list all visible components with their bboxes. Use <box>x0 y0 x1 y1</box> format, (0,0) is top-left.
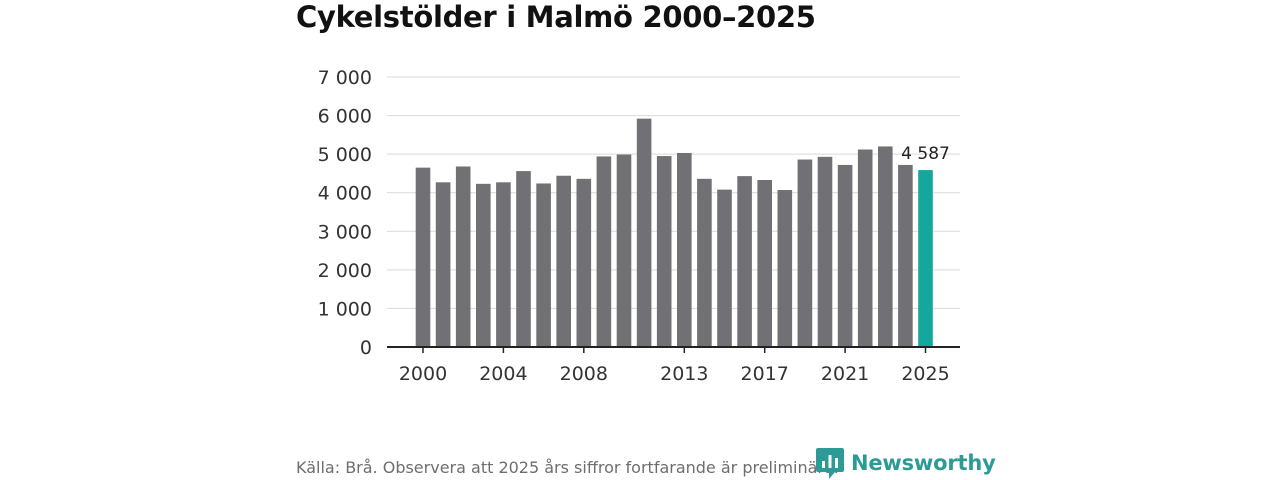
bar-2008 <box>576 178 592 347</box>
y-tick-label: 2 000 <box>318 260 372 282</box>
bar-2005 <box>516 171 531 347</box>
bar-2010 <box>616 154 632 347</box>
gridlines <box>387 76 960 309</box>
chart-title: Cykelstölder i Malmö 2000–2025 <box>296 0 816 34</box>
bar-2013 <box>677 152 692 347</box>
bar-2002 <box>455 166 471 347</box>
y-axis-tick-labels: 0 1 000 2 000 3 000 4 000 5 000 6 000 7 000 <box>318 67 372 359</box>
bar-2018 <box>777 190 793 347</box>
bar-2001 <box>435 182 451 347</box>
x-tick-label: 2008 <box>560 363 608 385</box>
x-tick-label: 2017 <box>741 363 789 385</box>
y-tick-label: 0 <box>360 337 372 359</box>
data-label-2025: 4 587 <box>901 144 950 164</box>
bar-2012 <box>656 156 672 347</box>
x-tick-label: 2004 <box>479 363 527 385</box>
bar-2009 <box>596 156 612 347</box>
bar-2017 <box>757 179 772 347</box>
brand-logo[interactable]: Newsworthy <box>815 446 996 480</box>
newsworthy-logo-icon <box>816 448 844 479</box>
y-tick-label: 3 000 <box>318 221 372 243</box>
bar-2020 <box>817 156 833 347</box>
y-tick-label: 6 000 <box>318 106 372 128</box>
x-tick-label: 2000 <box>399 363 447 385</box>
source-note: Källa: Brå. Observera att 2025 års siffr… <box>296 458 839 477</box>
x-axis-tick-labels: 2000 2004 2008 2013 2017 2021 2025 <box>399 363 950 385</box>
y-tick-label: 7 000 <box>318 67 372 89</box>
brand-name: Newsworthy <box>851 451 996 475</box>
x-tick-label: 2013 <box>660 363 708 385</box>
bar-2016 <box>737 176 752 347</box>
x-tick-label: 2021 <box>821 363 869 385</box>
bar-2024 <box>898 164 913 347</box>
bar-2015 <box>717 189 732 347</box>
bar-2003 <box>476 183 491 347</box>
data-labels: 4 587 <box>901 144 950 164</box>
bar-2021 <box>837 164 853 347</box>
y-tick-label: 4 000 <box>318 183 372 205</box>
bar-2023 <box>878 146 893 347</box>
bar-2000 <box>415 167 431 347</box>
y-tick-label: 5 000 <box>318 144 372 166</box>
bar-chart: 0 1 000 2 000 3 000 4 000 5 000 6 000 7 000 200… <box>318 67 960 385</box>
y-tick-label: 1 000 <box>318 298 372 320</box>
x-axis <box>387 346 960 353</box>
bar-2019 <box>797 159 813 347</box>
bars <box>415 118 933 348</box>
x-tick-label: 2025 <box>901 363 949 385</box>
bar-2025 <box>918 170 933 347</box>
bar-2022 <box>857 149 873 347</box>
bar-2014 <box>697 178 712 347</box>
bar-2011 <box>636 118 652 348</box>
bar-2004 <box>496 182 511 347</box>
bar-2007 <box>556 175 571 347</box>
bar-2006 <box>536 183 551 347</box>
